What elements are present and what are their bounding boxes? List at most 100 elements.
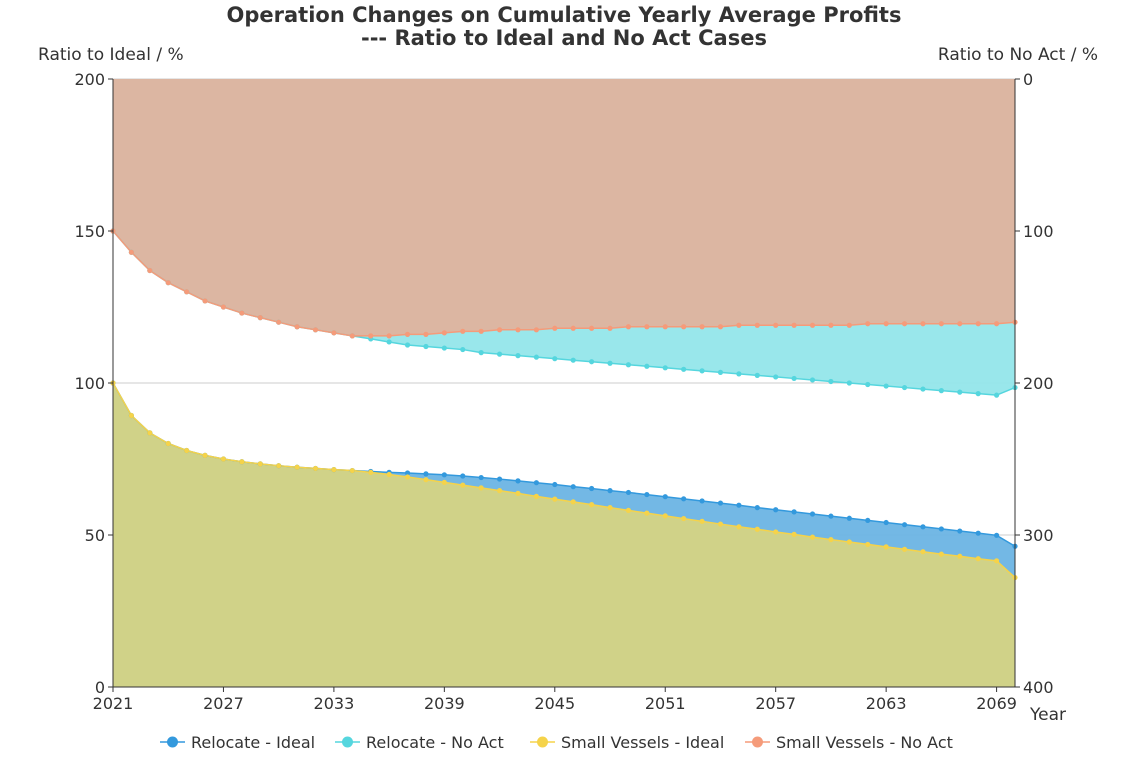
data-point	[147, 430, 153, 436]
data-point	[552, 325, 558, 331]
data-point	[331, 330, 337, 336]
x-tick-label: 2069	[976, 694, 1017, 713]
data-point	[496, 476, 503, 482]
data-point	[625, 489, 632, 496]
data-point	[754, 505, 760, 511]
data-point	[901, 321, 908, 327]
data-point	[754, 526, 760, 532]
chart-subtitle: --- Ratio to Ideal and No Act Cases	[361, 26, 767, 50]
data-point	[404, 474, 411, 480]
data-point	[202, 298, 208, 304]
data-point	[220, 456, 227, 462]
data-point	[460, 473, 466, 479]
data-point	[938, 388, 944, 394]
legend-marker-icon	[342, 736, 353, 748]
data-point	[478, 485, 484, 491]
data-point	[589, 485, 595, 492]
data-point	[423, 331, 429, 337]
legend-label: Relocate - Ideal	[191, 733, 315, 752]
data-point	[496, 327, 503, 333]
x-tick-label: 2045	[534, 694, 575, 713]
data-point	[883, 544, 889, 550]
data-point	[975, 321, 981, 327]
point-layer	[110, 228, 1018, 581]
data-point	[662, 513, 668, 519]
data-point	[662, 324, 668, 330]
data-point	[570, 499, 576, 505]
data-point	[515, 490, 521, 496]
data-point	[386, 471, 392, 478]
data-point	[552, 496, 558, 502]
data-point	[901, 522, 908, 528]
data-point	[368, 333, 374, 339]
data-point	[404, 342, 411, 348]
data-point	[681, 496, 687, 502]
data-point	[846, 515, 852, 521]
line-series-3	[112, 230, 1016, 337]
data-point	[828, 378, 834, 385]
data-point	[294, 464, 300, 470]
data-point	[165, 280, 171, 286]
data-point	[128, 412, 135, 419]
legend-item[interactable]: Small Vessels - Ideal	[530, 733, 724, 752]
x-tick-label: 2051	[645, 694, 686, 713]
legend-item[interactable]: Relocate - Ideal	[160, 733, 315, 752]
data-point	[589, 502, 595, 508]
data-point	[570, 357, 576, 363]
data-point	[865, 381, 871, 388]
data-point	[736, 322, 742, 328]
legend-item[interactable]: Relocate - No Act	[335, 733, 504, 752]
left-tick-label: 100	[74, 374, 105, 393]
data-point	[644, 510, 650, 516]
data-point	[773, 529, 779, 535]
x-tick-label: 2021	[93, 694, 134, 713]
data-point	[717, 521, 724, 527]
data-point	[276, 463, 282, 469]
data-point	[920, 524, 926, 530]
data-point	[938, 526, 944, 532]
data-point	[533, 480, 539, 486]
data-point	[791, 375, 797, 382]
data-point	[533, 354, 539, 360]
data-point	[220, 304, 227, 310]
data-point	[570, 484, 576, 490]
data-point	[773, 507, 779, 513]
data-point	[349, 333, 355, 339]
data-point	[239, 459, 245, 465]
data-point	[699, 368, 705, 374]
data-point	[773, 374, 779, 380]
data-point	[993, 392, 1000, 398]
data-point	[681, 515, 687, 522]
data-point	[920, 549, 926, 555]
line-series-2	[112, 382, 1016, 579]
data-point	[681, 324, 687, 330]
right-axis-label: Ratio to No Act / %	[938, 45, 1098, 65]
legend-marker-icon	[167, 736, 178, 748]
data-point	[662, 365, 668, 371]
x-tick-label: 2063	[866, 694, 907, 713]
data-point	[589, 325, 595, 331]
data-point	[883, 519, 889, 526]
data-point	[423, 343, 429, 350]
data-point	[717, 369, 724, 375]
data-point	[865, 321, 871, 327]
data-point	[460, 346, 466, 353]
data-point	[423, 471, 429, 477]
data-point	[809, 322, 816, 328]
data-point	[993, 532, 1000, 538]
data-point	[736, 524, 742, 530]
legend-item[interactable]: Small Vessels - No Act	[745, 733, 953, 752]
data-point	[699, 518, 705, 524]
data-point	[533, 327, 539, 333]
right-tick-label: 300	[1023, 526, 1054, 545]
data-point	[993, 558, 1000, 564]
legend[interactable]: Relocate - Ideal Relocate - No Act Small V…	[160, 733, 953, 752]
left-tick-label: 200	[74, 70, 105, 89]
legend-label: Small Vessels - No Act	[776, 733, 953, 752]
data-point	[736, 371, 742, 377]
data-point	[312, 465, 319, 472]
line-layer	[112, 230, 1016, 579]
left-tick-label: 50	[85, 526, 105, 545]
data-point	[441, 345, 447, 351]
